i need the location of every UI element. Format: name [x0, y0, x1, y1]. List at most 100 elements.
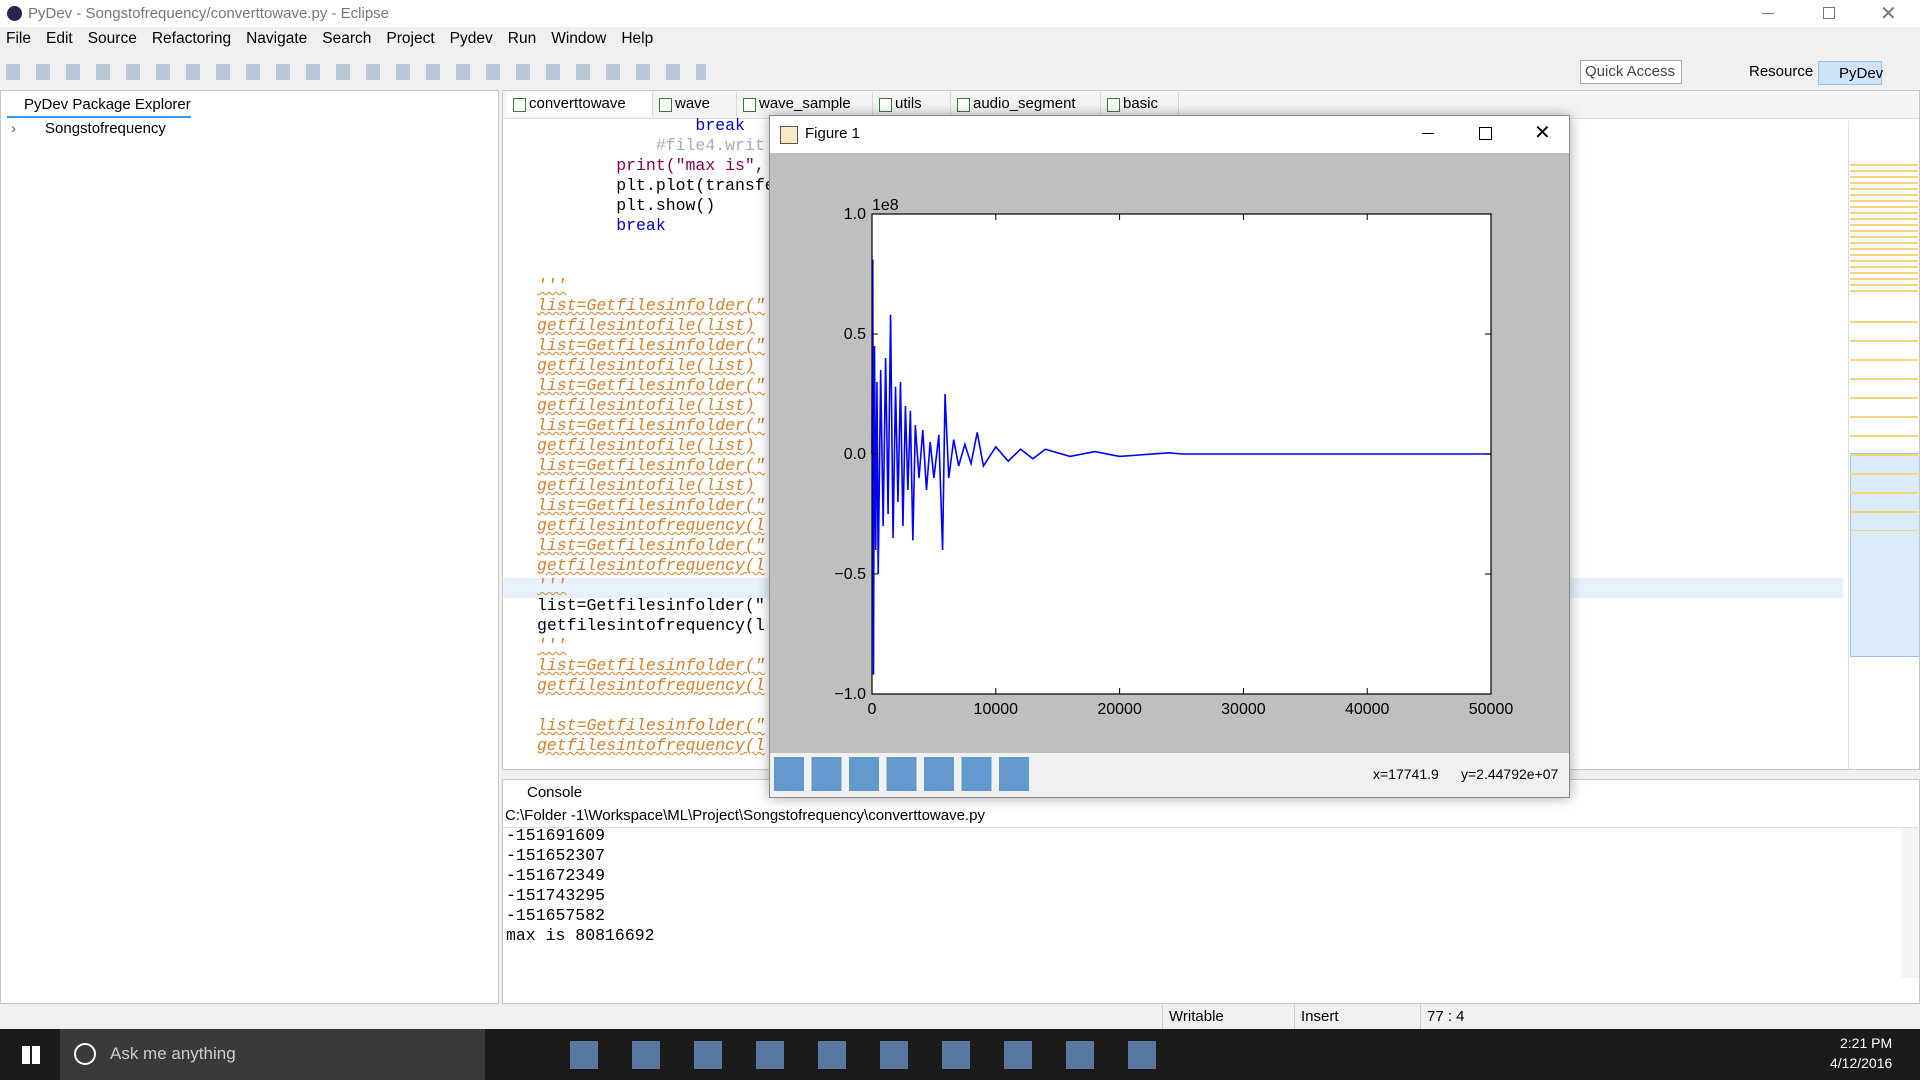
taskbar: Ask me anything 2:21 PM 4/12/2016 — [0, 1029, 1920, 1080]
status-bar: Writable Insert 77 : 4 — [0, 1004, 1920, 1029]
editor-tab[interactable]: converttowave — [507, 92, 653, 116]
cursor-x: x=17741.9 — [1373, 766, 1439, 782]
x-tick-label: 30000 — [1221, 701, 1266, 718]
search-box[interactable]: Ask me anything — [60, 1029, 485, 1080]
code-line: getfilesintofile(list) — [537, 396, 755, 415]
x-tick-label: 20000 — [1097, 701, 1142, 718]
editor-tab-bar — [503, 91, 1919, 119]
package-explorer: PyDev Package Explorer Songstofrequency … — [0, 90, 499, 1004]
overview-markers — [1850, 164, 1918, 294]
y-offset-label: 1e8 — [872, 197, 899, 214]
code-line: getfilesintofrequency(l — [537, 676, 765, 695]
menu-item[interactable]: Navigate — [246, 30, 308, 47]
console-line: max is 80816692 — [506, 926, 655, 945]
code-line: #file4.writ — [537, 136, 765, 155]
code-line: getfilesintofrequency(l — [537, 616, 765, 635]
console-line: -151691609 — [506, 826, 606, 845]
code-line: ''' — [537, 576, 567, 595]
code-line: list=Getfilesinfolder(" — [537, 456, 765, 475]
close-button[interactable]: ✕ — [1880, 3, 1897, 25]
code-line: list=Getfilesinfolder(" — [537, 296, 765, 315]
toolbar-icons — [6, 64, 706, 80]
code-line: list=Getfilesinfolder(" — [537, 496, 765, 515]
code-line: break — [537, 216, 666, 235]
cortana-icon — [74, 1043, 96, 1065]
maximize-button[interactable] — [1479, 127, 1492, 140]
menu-item[interactable]: Run — [507, 30, 537, 47]
code-line: list=Getfilesinfolder(" — [537, 716, 765, 735]
scrollbar[interactable] — [1901, 828, 1919, 978]
menu-item[interactable]: Project — [386, 30, 435, 47]
menu-item[interactable]: Refactoring — [151, 30, 232, 47]
project-item[interactable]: Songstofrequency — [45, 120, 166, 137]
x-tick-label: 40000 — [1345, 701, 1390, 718]
figure-window: Figure 1 ✕ −1.0 −0.5 0.0 0.5 1.0 0 10000 20000 3… — [769, 115, 1570, 798]
clock-date: 4/12/2016 — [1830, 1055, 1893, 1071]
y-tick-label: 0.5 — [844, 326, 866, 343]
menu-item[interactable]: Help — [621, 30, 654, 47]
editor-tab[interactable]: basic — [1101, 92, 1179, 116]
overview-divider — [1848, 121, 1849, 769]
perspective-resource[interactable]: Resource — [1749, 63, 1814, 80]
code-line: getfilesintofile(list) — [537, 356, 755, 375]
minimize-button[interactable] — [1422, 133, 1434, 134]
window-title: PyDev - Songstofrequency/converttowave.p… — [28, 5, 390, 22]
editor-tab[interactable]: wave_sample — [737, 92, 873, 116]
overview-markers — [1850, 321, 1918, 531]
code-line: print("max is", — [537, 156, 765, 175]
code-line: getfilesintofile(list) — [537, 436, 755, 455]
figure-icon — [780, 126, 798, 144]
navigation-buttons[interactable] — [774, 757, 1034, 791]
status-insert: Insert — [1294, 1004, 1339, 1029]
console-line: -151672349 — [506, 866, 606, 885]
search-placeholder: Ask me anything — [110, 1044, 236, 1063]
code-line: list=Getfilesinfolder(" — [537, 336, 765, 355]
code-line: list=Getfilesinfolder(" — [537, 536, 765, 555]
start-button[interactable] — [22, 1046, 40, 1064]
code-line: getfilesintofrequency(l — [537, 736, 765, 755]
code-line: list=Getfilesinfolder(" — [537, 656, 765, 675]
status-position: 77 : 4 — [1420, 1004, 1465, 1029]
minimize-button[interactable] — [1762, 13, 1774, 14]
console-path: C:\Folder -1\Workspace\ML\Project\Songst… — [505, 807, 985, 824]
perspective-pydev[interactable]: PyDev — [1818, 61, 1883, 85]
code-line: break — [537, 116, 745, 135]
y-tick-label: −0.5 — [834, 566, 866, 583]
editor-tab[interactable]: utils — [873, 92, 951, 116]
explorer-tab[interactable]: PyDev Package Explorer — [7, 94, 191, 118]
taskbar-apps[interactable] — [570, 1041, 1170, 1069]
restore-button[interactable] — [1823, 7, 1835, 19]
code-line: list=Getfilesinfolder(" — [537, 416, 765, 435]
menu-item[interactable]: Pydev — [449, 30, 493, 47]
y-tick-label: −1.0 — [834, 686, 866, 703]
code-line: getfilesintofrequency(l — [537, 556, 765, 575]
menu-item[interactable]: Window — [551, 30, 607, 47]
editor-tab[interactable]: wave — [653, 92, 737, 116]
menu-item[interactable]: File — [6, 30, 31, 47]
status-writable: Writable — [1162, 1004, 1224, 1029]
console-line: -151743295 — [506, 886, 606, 905]
code-line: getfilesintofile(list) — [537, 316, 755, 335]
editor-tab[interactable]: audio_segment — [951, 92, 1101, 116]
clock-time: 2:21 PM — [1840, 1035, 1893, 1051]
code-line: ''' — [537, 276, 567, 295]
menu-item[interactable]: Edit — [45, 30, 73, 47]
code-line: getfilesintofile(list) — [537, 476, 755, 495]
close-button[interactable]: ✕ — [1534, 122, 1551, 144]
menu-bar: File Edit Source Refactoring Navigate Search P… — [6, 30, 653, 48]
y-tick-label: 0.0 — [844, 446, 866, 463]
console-tab[interactable]: Console — [527, 784, 583, 801]
waveform — [871, 259, 1491, 675]
console-view: Console C:\Folder -1\Workspace\ML\Projec… — [502, 779, 1920, 1004]
code-line: list=Getfilesinfolder(" — [537, 596, 765, 615]
toolbar: Quick Access Resource PyDev — [0, 55, 1920, 88]
cursor-y: y=2.44792e+07 — [1461, 766, 1559, 782]
menu-item[interactable]: Search — [322, 30, 372, 47]
console-line: -151657582 — [506, 906, 606, 925]
expand-arrow[interactable]: › — [11, 120, 16, 137]
code-line: list=Getfilesinfolder(" — [537, 376, 765, 395]
x-tick-label: 0 — [868, 701, 877, 718]
menu-item[interactable]: Source — [87, 30, 137, 47]
quick-access[interactable]: Quick Access — [1580, 60, 1682, 84]
